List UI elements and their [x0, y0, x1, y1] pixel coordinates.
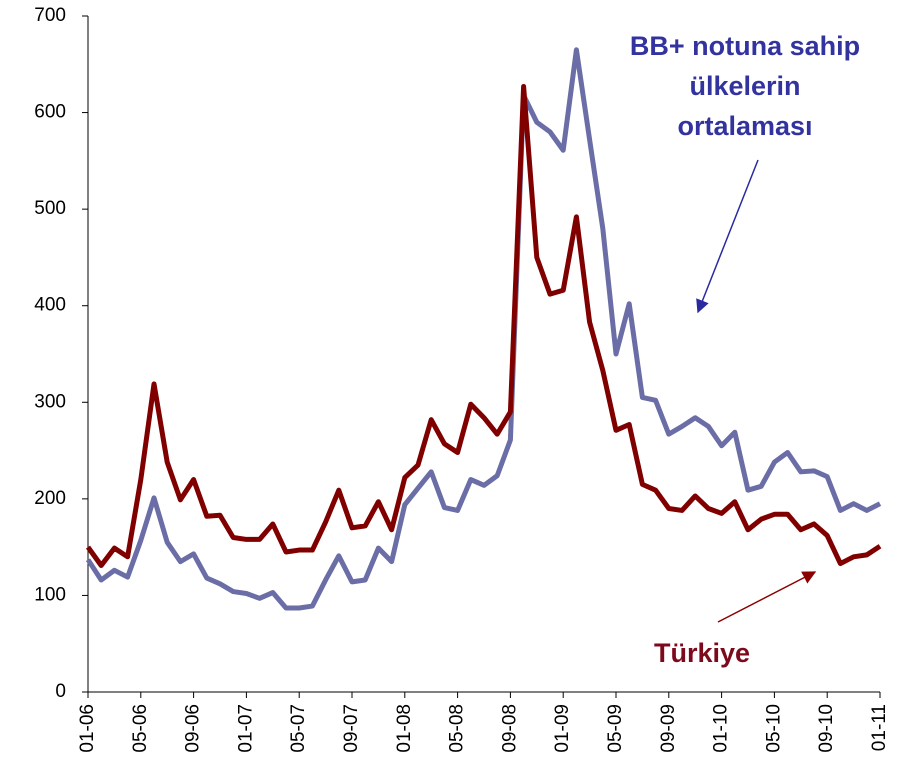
arrow: [696, 159, 759, 314]
annotation: ortalaması: [677, 111, 812, 141]
y-tick-label: 200: [34, 488, 66, 509]
y-tick-label: 0: [55, 681, 66, 702]
x-tick-label: 01-07: [235, 704, 256, 753]
annotation: BB+ notuna sahip: [630, 31, 860, 61]
x-tick-label: 09-10: [816, 704, 837, 753]
y-tick-label: 100: [34, 584, 66, 605]
x-tick-label: 01-11: [869, 704, 890, 751]
x-tick-label: 05-09: [605, 704, 626, 753]
annotation: ülkelerin: [689, 71, 800, 101]
arrow: [717, 571, 817, 623]
y-tick-label: 700: [34, 5, 66, 26]
x-tick-label: 09-06: [183, 704, 204, 753]
x-tick-label: 05-07: [288, 704, 309, 753]
x-tick-label: 05-08: [447, 704, 468, 753]
x-tick-label: 01-09: [552, 704, 573, 753]
x-tick-label: 01-08: [394, 704, 415, 753]
y-tick-label: 600: [34, 102, 66, 123]
x-tick-label: 05-06: [130, 704, 151, 753]
x-tick-label: 01-10: [711, 704, 732, 753]
x-tick-label: 09-07: [341, 704, 362, 753]
series-line: [85, 83, 882, 568]
y-tick-label: 300: [34, 391, 66, 412]
x-tick-label: 01-06: [77, 704, 98, 753]
series-line: [85, 47, 882, 611]
x-tick-label: 09-09: [658, 704, 679, 753]
x-tick-label: 05-10: [763, 704, 784, 753]
y-tick-label: 400: [34, 295, 66, 316]
y-tick-label: 500: [34, 198, 66, 219]
annotation: Türkiye: [654, 638, 750, 668]
x-tick-label: 09-08: [499, 704, 520, 753]
